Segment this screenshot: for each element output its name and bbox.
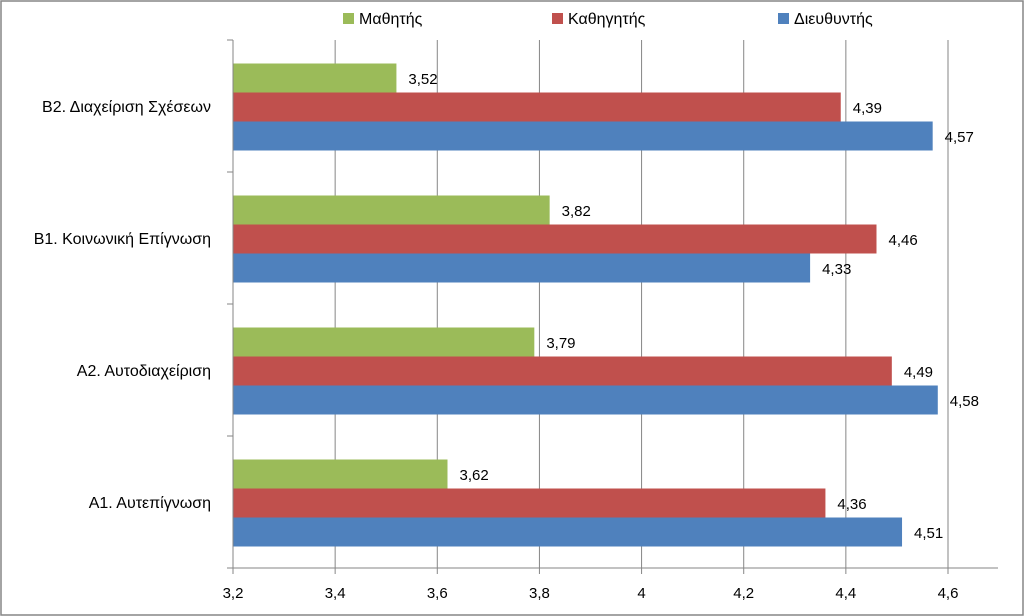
data-label: 4,57 [945,129,974,146]
x-tick-label: 4 [637,585,645,602]
x-tick-label: 4,4 [835,585,856,602]
category-label: Β2. Διαχείριση Σχέσεων [42,99,211,116]
x-tick-label: 4,6 [938,585,959,602]
bar [233,327,535,357]
bars: 3,62 4,36 4,51 3,79 4,49 4,58 3,82 4,46 4,33 3,52… [233,63,979,547]
data-label: 4,33 [822,261,851,278]
category-label: Α2. Αυτοδιαχείριση [77,363,211,380]
bar [233,92,841,122]
x-tick-label: 3,2 [223,585,244,602]
data-label: 4,39 [853,100,882,117]
legend-label: Διευθυντής [794,11,873,28]
legend-swatch [552,13,563,24]
x-tick-label: 3,6 [427,585,448,602]
bar [233,459,448,489]
category-label: Β1. Κοινωνική Επίγνωση [34,231,211,248]
axes: 3,2 3,4 3,6 3,8 4 4,2 4,4 4,6 Α1. Αυτεπίγνωση Α2.… [34,39,998,602]
bar [233,488,826,518]
category-label: Α1. Αυτεπίγνωση [89,495,211,512]
bar [233,195,550,225]
data-label: 4,58 [950,393,979,410]
data-label: 3,62 [460,467,489,484]
legend-label: Καθηγητής [568,11,646,28]
bar [233,385,938,415]
x-tick-label: 4,2 [733,585,754,602]
legend-swatch [343,13,354,24]
bar [233,224,877,254]
legend-swatch [778,13,789,24]
data-label: 3,79 [546,335,575,352]
bar [233,356,892,386]
bar [233,121,933,151]
data-label: 4,46 [889,232,918,249]
legend: Μαθητής Καθηγητής Διευθυντής [343,11,873,28]
bar [233,253,811,283]
data-label: 3,52 [408,71,437,88]
bar [233,63,397,93]
data-label: 4,51 [914,525,943,542]
data-label: 3,82 [562,203,591,220]
bar [233,517,903,547]
x-tick-label: 3,8 [529,585,550,602]
data-label: 4,36 [837,496,866,513]
legend-label: Μαθητής [359,11,423,28]
x-tick-label: 3,4 [325,585,346,602]
data-label: 4,49 [904,364,933,381]
